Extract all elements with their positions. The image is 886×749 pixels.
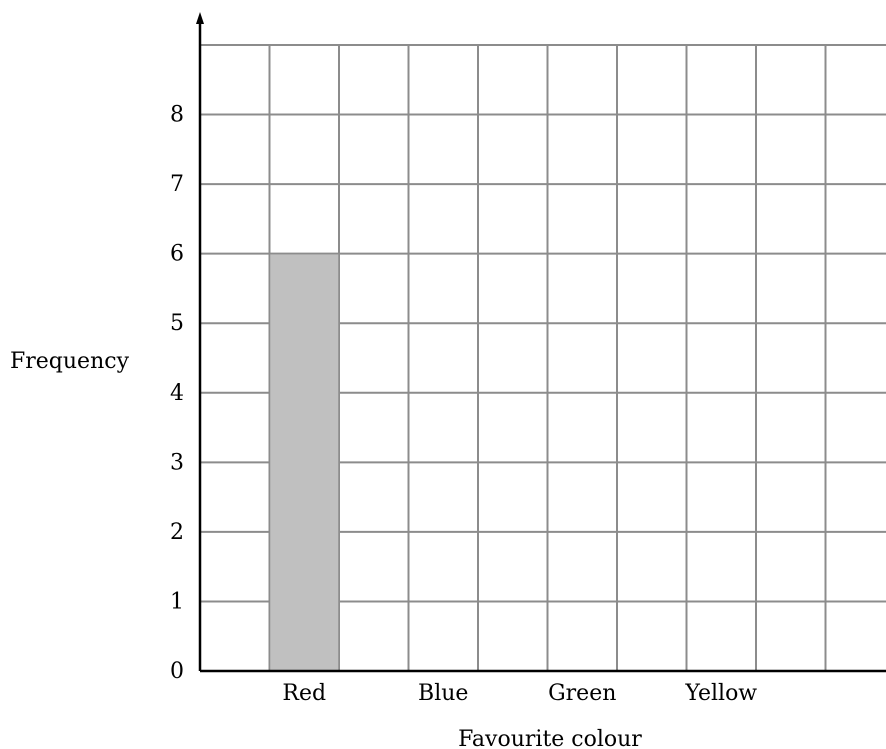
y-axis-title: Frequency (10, 349, 130, 374)
axes (196, 12, 886, 673)
x-category-label: Blue (418, 681, 468, 706)
x-category-labels: Red Blue Green Yellow (282, 681, 757, 706)
x-category-label: Green (548, 681, 616, 706)
x-category-label: Red (282, 681, 326, 706)
y-tick-label: 4 (170, 381, 184, 406)
bars (268, 252, 340, 672)
y-tick-label: 1 (170, 589, 184, 614)
y-axis-arrow-icon (196, 12, 204, 24)
y-tick-labels: 0 1 2 3 4 5 6 7 8 (170, 103, 184, 684)
x-category-label: Yellow (684, 681, 757, 706)
y-tick-label: 3 (170, 450, 184, 475)
y-tick-label: 0 (170, 659, 184, 684)
y-tick-label: 7 (170, 172, 184, 197)
y-tick-label: 2 (170, 520, 184, 545)
x-axis-title: Favourite colour (458, 727, 642, 749)
bar-red (268, 252, 340, 672)
y-tick-label: 5 (170, 311, 184, 336)
y-tick-label: 8 (170, 103, 184, 128)
y-tick-label: 6 (170, 242, 184, 267)
